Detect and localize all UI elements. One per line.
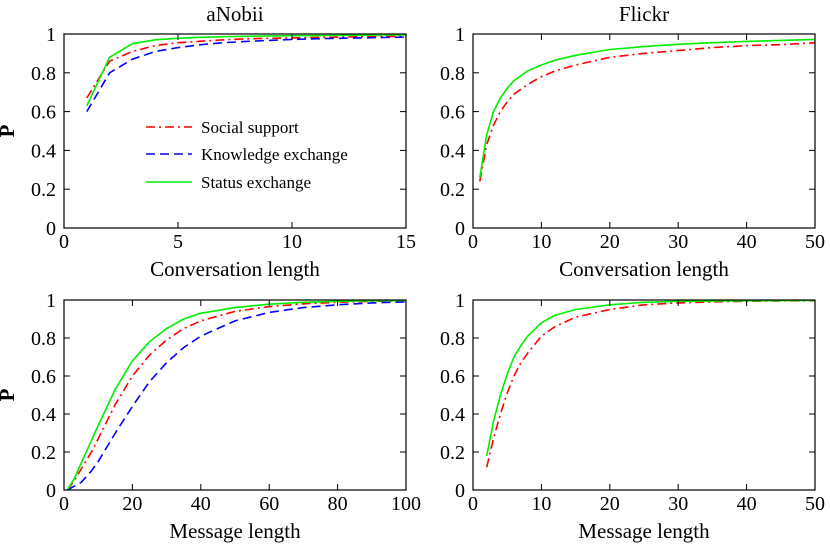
y-tick-label: 0.4: [440, 404, 465, 426]
x-tick-label: 0: [468, 231, 478, 253]
panel-title: Flickr: [619, 2, 669, 26]
y-tick-label: 0.2: [440, 442, 465, 464]
y-tick-label: 0.6: [31, 102, 56, 124]
x-axis-title: Conversation length: [559, 257, 729, 281]
y-tick-label: 0.8: [440, 328, 465, 350]
series-line-status-exchange: [485, 299, 816, 456]
y-tick-label: 0.8: [31, 328, 56, 350]
x-tick-label: 0: [59, 231, 69, 253]
y-axis-title: P: [0, 388, 19, 401]
x-tick-label: 20: [122, 493, 142, 515]
series-line-social-support: [479, 41, 816, 182]
legend-label: Social support: [201, 118, 299, 137]
x-tick-label: 40: [737, 231, 757, 253]
x-tick-label: 50: [805, 493, 825, 515]
y-tick-label: 0.4: [440, 140, 465, 162]
y-tick-label: 1: [455, 24, 465, 46]
y-tick-label: 0.6: [440, 366, 465, 388]
x-tick-label: 30: [668, 231, 688, 253]
x-tick-label: 100: [391, 493, 421, 515]
x-tick-label: 30: [668, 493, 688, 515]
y-tick-label: 0.6: [31, 366, 56, 388]
series-line-knowledge-exchange: [86, 36, 407, 113]
series-line-social-support: [66, 300, 407, 491]
y-tick-label: 0.2: [440, 179, 465, 201]
x-tick-label: 10: [531, 231, 551, 253]
x-axis-title: Message length: [169, 519, 301, 543]
y-tick-label: 0: [46, 480, 56, 502]
x-axis-title: Conversation length: [150, 257, 320, 281]
y-tick-label: 0.2: [31, 442, 56, 464]
chart-panel-1: 0 10 20 30 40 50 0 0.2 0.4 0.6 0.8 1 Flickr Conversat…: [440, 2, 825, 281]
x-tick-label: 40: [191, 493, 211, 515]
x-tick-label: 10: [531, 493, 551, 515]
y-tick-label: 0: [455, 218, 465, 240]
y-tick-label: 0.4: [31, 404, 56, 426]
y-tick-label: 0.6: [440, 102, 465, 124]
y-tick-label: 0.8: [31, 63, 56, 85]
y-tick-label: 0.8: [440, 63, 465, 85]
series-line-social-support: [86, 35, 407, 99]
chart-panel-3: 0 10 20 30 40 50 0 0.2 0.4 0.6 0.8 1 Message length: [440, 290, 825, 543]
x-tick-label: 60: [259, 493, 279, 515]
x-tick-label: 15: [396, 231, 416, 253]
series-line-status-exchange: [86, 34, 406, 107]
y-tick-label: 0: [455, 480, 465, 502]
y-tick-label: 1: [46, 290, 56, 312]
legend: Social support Knowledge exchange Status e…: [146, 118, 348, 192]
plot-frame: [472, 299, 816, 491]
x-tick-label: 10: [282, 231, 302, 253]
plot-frame: [472, 33, 816, 229]
x-tick-label: 0: [59, 493, 69, 515]
series-line-status-exchange: [66, 299, 407, 491]
chart-panel-0: 0 5 10 15 0 0.2 0.4 0.6 0.8 1 aNobii Conversation l…: [0, 2, 416, 281]
x-tick-label: 50: [805, 231, 825, 253]
legend-label: Status exchange: [201, 173, 311, 192]
x-tick-label: 20: [600, 493, 620, 515]
series-line-knowledge-exchange: [67, 301, 407, 491]
y-tick-label: 0.4: [31, 140, 56, 162]
x-tick-label: 0: [468, 493, 478, 515]
y-tick-label: 1: [455, 290, 465, 312]
x-tick-label: 40: [737, 493, 757, 515]
plot-frame: [63, 299, 407, 491]
series-line-status-exchange: [479, 38, 816, 178]
x-tick-label: 80: [328, 493, 348, 515]
plot-frame: [63, 33, 407, 229]
y-tick-label: 0.2: [31, 179, 56, 201]
panel-title: aNobii: [206, 2, 263, 26]
x-tick-label: 5: [173, 231, 183, 253]
y-tick-label: 1: [46, 24, 56, 46]
x-tick-label: 20: [600, 231, 620, 253]
x-axis-title: Message length: [578, 519, 710, 543]
chart-panel-2: 0 20 40 60 80 100 0 0.2 0.4 0.6 0.8 1 Message length…: [0, 290, 421, 543]
legend-label: Knowledge exchange: [201, 145, 348, 164]
series-line-social-support: [485, 299, 816, 468]
y-axis-title: P: [0, 124, 19, 137]
y-tick-label: 0: [46, 218, 56, 240]
